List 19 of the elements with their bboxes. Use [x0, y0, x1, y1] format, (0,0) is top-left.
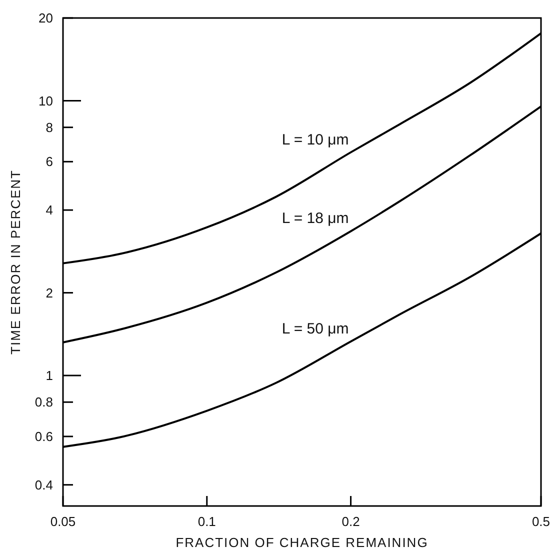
x-tick-label: 0.1 [198, 514, 216, 529]
y-tick-label: 20 [38, 10, 53, 26]
y-tick-label: 1 [46, 368, 53, 384]
y-tick-label: 0.4 [34, 477, 53, 492]
y-tick-label: 2 [46, 285, 53, 300]
x-axis-title: FRACTION OF CHARGE REMAINING [176, 535, 428, 549]
y-axis-title: TIME ERROR IN PERCENT [8, 170, 23, 354]
y-tick-label: 0.8 [34, 394, 53, 410]
series-label: L = 50 μm [282, 320, 349, 338]
x-tick-label: 0.2 [342, 514, 360, 529]
x-tick-label: 0.05 [50, 514, 76, 529]
series-label: L = 10 μm [282, 131, 349, 148]
y-tick-label: 10 [38, 93, 53, 108]
y-tick-label: 4 [46, 202, 53, 218]
y-tick-label: 0.6 [34, 429, 53, 444]
series-label: L = 18 μm [282, 210, 349, 228]
x-tick-label: 0.5 [532, 514, 550, 529]
y-tick-label: 8 [46, 120, 53, 135]
y-tick-label: 6 [46, 154, 53, 170]
